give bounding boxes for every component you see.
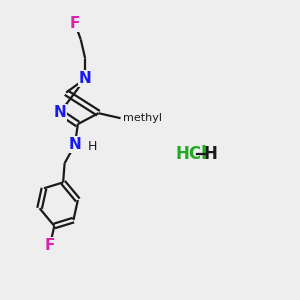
Text: H: H [88,140,97,153]
Text: N: N [54,105,67,120]
Text: N: N [68,137,81,152]
Text: N: N [79,71,92,86]
Text: F: F [70,16,80,31]
Text: F: F [45,238,55,253]
Text: HCl: HCl [175,146,207,164]
Text: H: H [203,146,217,164]
Text: methyl: methyl [123,112,162,123]
